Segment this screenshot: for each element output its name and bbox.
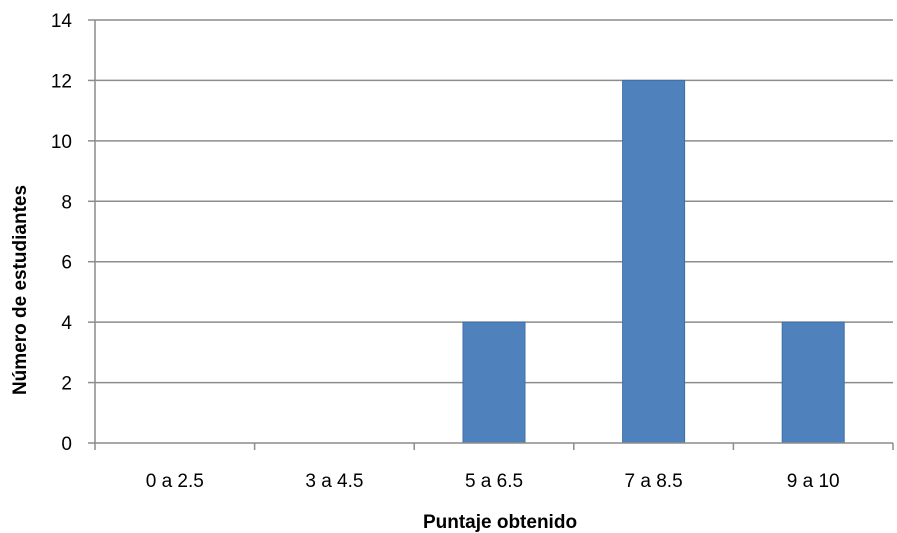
y-tick-labels: 0 2 4 6 8 10 12 14	[51, 11, 73, 455]
y-axis-title: Número de estudiantes	[10, 185, 31, 395]
x-tick-label: 7 a 8.5	[625, 471, 683, 492]
x-tick-label: 5 a 6.5	[465, 471, 523, 492]
y-tick-label: 6	[61, 253, 72, 274]
y-tick-label: 0	[61, 434, 72, 455]
y-tick-label: 4	[61, 313, 72, 334]
y-tick-label: 10	[51, 132, 72, 153]
bars	[462, 79, 845, 444]
x-tick-labels: 0 a 2.5 3 a 4.5 5 a 6.5 7 a 8.5 9 a 10	[146, 471, 840, 492]
bar	[781, 321, 845, 444]
x-tick-label: 9 a 10	[787, 471, 840, 492]
gridlines	[95, 19, 893, 384]
x-axis-title: Puntaje obtenido	[423, 512, 577, 533]
y-tick-label: 8	[61, 192, 72, 213]
axes	[88, 19, 894, 450]
bar	[622, 79, 686, 444]
x-tick-label: 3 a 4.5	[305, 471, 363, 492]
x-tick-label: 0 a 2.5	[146, 471, 204, 492]
y-tick-label: 12	[51, 71, 72, 92]
y-tick-label: 2	[61, 374, 72, 395]
bar	[462, 321, 526, 444]
y-tick-label: 14	[51, 11, 73, 32]
